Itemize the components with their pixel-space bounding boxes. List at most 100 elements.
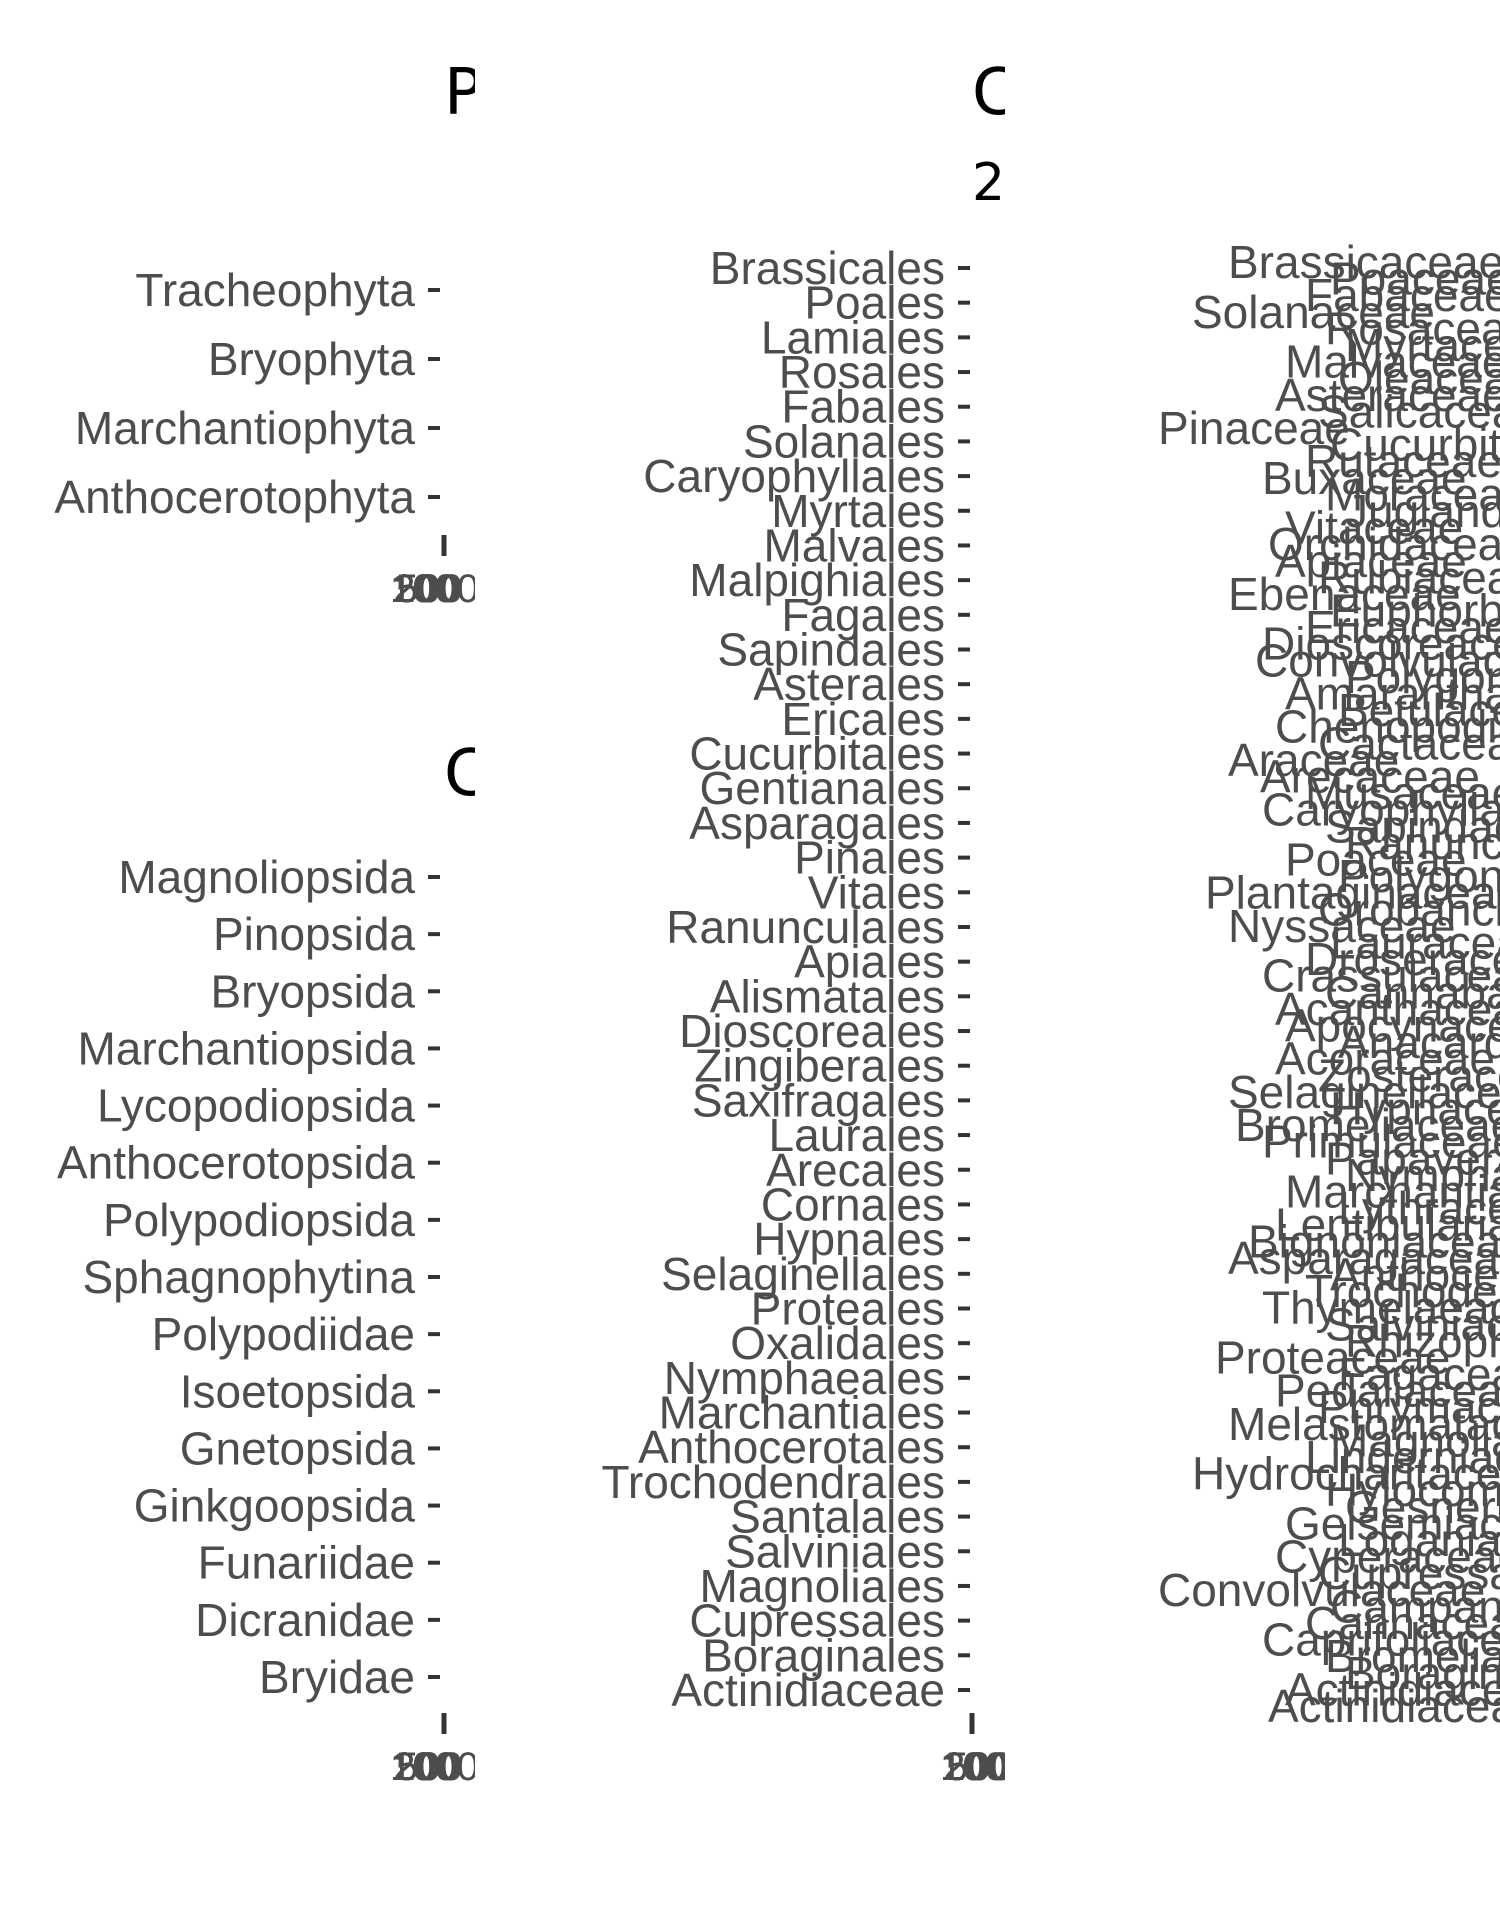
y-tick-label: Caryophyllaceae bbox=[1262, 784, 1500, 836]
y-tick-label: Hypnaceae bbox=[1330, 1082, 1500, 1134]
y-tick-label: Campanulaceae bbox=[1330, 1580, 1500, 1632]
y-tick-label: Magnoliales bbox=[700, 1560, 945, 1612]
y-tick-label: Proteaceae bbox=[1215, 1331, 1450, 1383]
y-tick-label: Apocynaceae bbox=[1285, 999, 1500, 1051]
y-tick-label: Buxaceae bbox=[1262, 452, 1467, 504]
y-tick-label: Anthocerotopsida bbox=[57, 1137, 415, 1189]
y-tick-label: Anacardiaceae bbox=[1338, 1016, 1500, 1068]
x-tick-label: 5 bbox=[946, 1745, 968, 1789]
y-tick-label: Convolvulaceae bbox=[1158, 1564, 1485, 1616]
panel-class-rows: MagnoliopsidaPinopsidaBryopsidaMarchanti… bbox=[57, 851, 440, 1703]
y-tick-label: Lamiales bbox=[761, 311, 945, 363]
y-tick-label: Juglandaceae bbox=[1345, 485, 1500, 537]
y-tick-label: Pinopsida bbox=[213, 908, 415, 960]
y-tick-label: Actinidiaceae bbox=[671, 1664, 945, 1716]
y-tick-label: Gesneriaceae bbox=[1345, 1481, 1500, 1533]
y-tick-label: Lentibulariaceae bbox=[1275, 1199, 1500, 1251]
y-tick-label: Orobanchaceae bbox=[1318, 883, 1500, 935]
y-tick-label: Bryidae bbox=[259, 1651, 415, 1703]
y-tick-label: Hypnales bbox=[753, 1213, 945, 1265]
y-tick-label: Polygonaceae bbox=[1345, 651, 1500, 703]
x-tick-label: 10 bbox=[940, 1745, 985, 1789]
y-tick-label: Loganiaceae bbox=[1338, 1514, 1500, 1566]
y-tick-label: Cupressales bbox=[689, 1595, 945, 1647]
y-tick-label: Marchantiales bbox=[659, 1387, 945, 1439]
y-tick-label: Papaveraceae bbox=[1325, 1132, 1500, 1184]
y-tick-label: Solanales bbox=[743, 415, 945, 467]
y-tick-label: Salicaceae bbox=[1318, 385, 1500, 437]
y-tick-label: Apiaceae bbox=[1275, 535, 1467, 587]
x-tick-label: 100 bbox=[390, 1745, 457, 1789]
y-tick-label: Araceae bbox=[1228, 734, 1399, 786]
y-tick-label: Alismatales bbox=[710, 970, 945, 1022]
panel-order-subtitle: 2 bbox=[972, 153, 1005, 213]
x-tick-label: 50 bbox=[396, 1745, 441, 1789]
y-tick-label: Chenopodiaceae bbox=[1275, 701, 1500, 753]
y-tick-label: Ebenaceae bbox=[1228, 568, 1461, 620]
y-tick-label: Actinidiaceae bbox=[1268, 1680, 1500, 1732]
y-tick-label: Trochodendraceae bbox=[1305, 1265, 1500, 1317]
panel-class-title: C bbox=[444, 737, 489, 811]
x-tick-label: 50 bbox=[396, 567, 441, 611]
y-tick-label: Malvales bbox=[763, 519, 945, 571]
y-tick-label: Actinidiaceae bbox=[1285, 1663, 1500, 1715]
y-tick-label: Asparagaceae bbox=[1228, 1232, 1500, 1284]
y-tick-label: Anthocerotales bbox=[638, 1421, 945, 1473]
y-tick-label: Poales bbox=[804, 277, 945, 329]
y-tick-label: Boraginales bbox=[702, 1629, 945, 1681]
y-tick-label: Pinales bbox=[794, 832, 945, 884]
y-tick-label: Brassicales bbox=[710, 242, 945, 294]
y-tick-label: Poaceae bbox=[1285, 834, 1467, 886]
y-tick-label: Cupressaceae bbox=[1318, 1547, 1500, 1599]
y-tick-label: Bryopsida bbox=[210, 965, 415, 1017]
panel-family-rows: BrassicaceaePoaceaeFabaceaeSolanaceaeRos… bbox=[1158, 236, 1500, 1732]
y-tick-label: Myrtaceae bbox=[1345, 319, 1500, 371]
y-tick-label: Dioscoreaceae bbox=[1262, 618, 1500, 670]
x-tick-label: 5 bbox=[396, 1745, 418, 1789]
y-tick-label: Lycopodiopsida bbox=[97, 1080, 415, 1132]
y-tick-label: Anthocerotophyta bbox=[54, 471, 415, 523]
x-tick-label: 500 bbox=[396, 1745, 463, 1789]
y-tick-label: Solanaceae bbox=[1192, 286, 1435, 338]
y-tick-label: Boraginaceae bbox=[1345, 1647, 1500, 1699]
y-tick-label: Gnetopsida bbox=[180, 1422, 416, 1474]
y-tick-label: Malvaceae bbox=[1285, 336, 1500, 388]
y-tick-label: Cornales bbox=[761, 1178, 945, 1230]
y-tick-label: Melastomataceae bbox=[1228, 1398, 1500, 1450]
y-tick-label: Hylocomiaceae bbox=[1325, 1464, 1500, 1516]
y-tick-label: Cannabaceae bbox=[1325, 966, 1500, 1018]
y-tick-label: Salviniales bbox=[725, 1525, 945, 1577]
y-tick-label: Anthocerotaceae bbox=[1330, 1248, 1500, 1300]
x-tick-label: 10 bbox=[390, 1745, 435, 1789]
y-tick-label: Brassicaceae bbox=[1228, 236, 1500, 288]
y-tick-label: Sapindales bbox=[717, 624, 945, 676]
y-tick-label: Cucurbitaceae bbox=[1330, 419, 1500, 471]
y-tick-label: Caryophyllales bbox=[643, 450, 945, 502]
y-tick-label: Arecaceae bbox=[1260, 751, 1480, 803]
y-tick-label: Dicranidae bbox=[195, 1594, 415, 1646]
y-tick-label: Ginkgoopsida bbox=[134, 1480, 416, 1532]
x-tick-label: 2 bbox=[943, 1745, 965, 1789]
y-tick-label: Acanthaceae bbox=[1275, 983, 1500, 1035]
x-tick-label: 1 bbox=[390, 567, 412, 611]
y-tick-label: Dioscoreales bbox=[679, 1005, 945, 1057]
y-tick-label: Caprifoliaceae bbox=[1262, 1614, 1500, 1666]
x-tick-label: 2 bbox=[393, 1745, 415, 1789]
y-tick-label: Tracheophyta bbox=[135, 264, 415, 316]
y-tick-label: Zingiberales bbox=[694, 1040, 945, 1092]
y-tick-label: Asparagales bbox=[689, 797, 945, 849]
y-tick-label: Fabales bbox=[781, 381, 945, 433]
y-tick-label: Pinaceae bbox=[1158, 402, 1350, 454]
y-tick-label: Orchidaceae bbox=[1268, 518, 1500, 570]
y-tick-label: Fagales bbox=[781, 589, 945, 641]
y-tick-label: Selaginellales bbox=[661, 1248, 945, 1300]
y-tick-label: Bryophyta bbox=[208, 333, 416, 385]
y-tick-label: Euphorbiaceae bbox=[1330, 585, 1500, 637]
x-tick-label: 100 bbox=[940, 1745, 1007, 1789]
y-tick-label: Sapindaceae bbox=[1325, 800, 1500, 852]
x-tick-label: 100 bbox=[390, 567, 457, 611]
